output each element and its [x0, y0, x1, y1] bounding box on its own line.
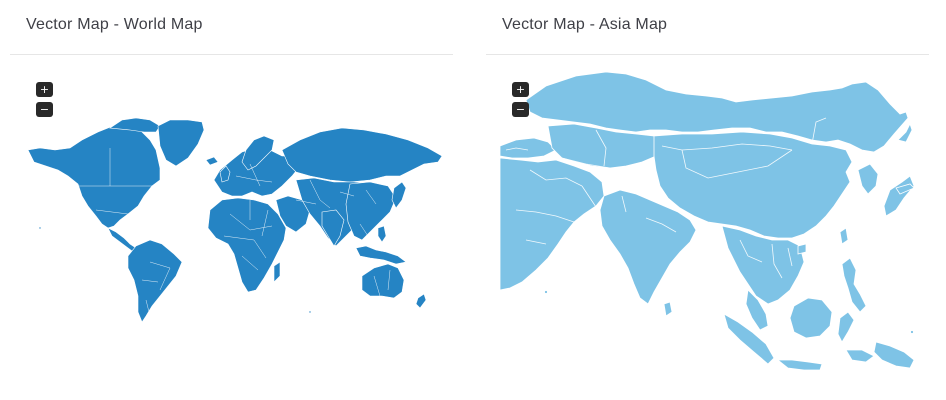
card-divider	[486, 54, 929, 55]
sumatra-region[interactable]	[723, 313, 775, 365]
asia-map-title: Vector Map - Asia Map	[502, 16, 668, 33]
caucasus-region[interactable]	[499, 137, 557, 159]
sri-lanka-region[interactable]	[663, 301, 673, 317]
philippines-region[interactable]	[377, 225, 387, 243]
asia-country-borders	[505, 117, 827, 279]
asia-zoom-in-button[interactable]: +	[512, 82, 529, 97]
borneo-region[interactable]	[789, 297, 833, 339]
southeast-asia-islands-region[interactable]	[355, 245, 407, 265]
philippines-region[interactable]	[841, 257, 867, 313]
africa-region[interactable]	[207, 197, 287, 293]
russia-region[interactable]	[525, 71, 909, 153]
malay-peninsula-region[interactable]	[745, 289, 769, 331]
east-asia-region[interactable]	[653, 131, 853, 239]
world-country-borders	[70, 148, 391, 317]
india-region[interactable]	[321, 209, 345, 247]
middle-east-region[interactable]	[499, 157, 605, 291]
asia-map[interactable]	[486, 56, 929, 372]
australia-region[interactable]	[361, 263, 405, 299]
java-region[interactable]	[776, 359, 823, 371]
india-region[interactable]	[599, 189, 697, 305]
island-dot	[544, 290, 548, 294]
british-isles-region[interactable]	[219, 165, 231, 183]
new-guinea-region[interactable]	[873, 341, 915, 369]
world-map[interactable]	[10, 56, 453, 336]
small-islands-region[interactable]	[895, 183, 915, 195]
north-america-region[interactable]	[27, 123, 161, 229]
world-map-title: Vector Map - World Map	[26, 16, 203, 33]
asia-map-card: Vector Map - Asia Map	[486, 0, 929, 400]
russia-region[interactable]	[281, 127, 443, 183]
far-east-islands-region[interactable]	[897, 122, 913, 143]
madagascar-region[interactable]	[273, 261, 281, 283]
east-asia-region[interactable]	[345, 181, 397, 241]
hainan-region[interactable]	[797, 243, 807, 255]
japan-region[interactable]	[883, 175, 915, 217]
korea-region[interactable]	[857, 163, 879, 195]
world-map-card: Vector Map - World Map	[10, 0, 453, 400]
taiwan-region[interactable]	[839, 227, 849, 245]
asia-zoom-out-button[interactable]: −	[512, 102, 529, 117]
card-divider	[10, 54, 453, 55]
sulawesi-region[interactable]	[837, 311, 855, 343]
greenland-region[interactable]	[157, 119, 205, 167]
japan-region[interactable]	[391, 181, 407, 209]
small-islands-region[interactable]	[845, 349, 875, 363]
island-dot	[910, 330, 914, 334]
iceland-region[interactable]	[205, 156, 219, 166]
world-zoom-out-button[interactable]: −	[36, 102, 53, 117]
south-america-region[interactable]	[127, 239, 183, 323]
world-zoom-in-button[interactable]: +	[36, 82, 53, 97]
new-zealand-region[interactable]	[415, 293, 427, 309]
middle-east-region[interactable]	[275, 195, 311, 233]
island-dot	[38, 226, 42, 230]
island-dot	[308, 310, 312, 314]
